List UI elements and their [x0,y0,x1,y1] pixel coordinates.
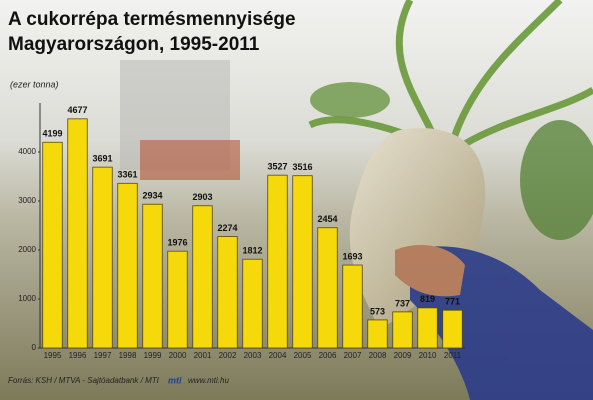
bar [92,166,113,349]
logo: mti [168,375,182,385]
bar [442,309,463,349]
y-tick-label: 4000 [18,147,36,156]
value-label: 737 [395,298,410,308]
bar [317,227,338,349]
x-tick-label: 2004 [269,351,287,360]
value-label: 2934 [142,191,162,201]
y-tick-label: 1000 [18,294,36,303]
bar [142,203,163,349]
bar [117,182,138,349]
source: Forrás: KSH / MTVA - Sajtóadatbank / MTI [8,376,160,385]
chart-title: A cukorrépa termésmennyisége [8,9,296,30]
website: www.mti.hu [188,376,229,385]
bar [242,258,263,349]
x-tick-label: 2000 [169,351,187,360]
photo [120,0,593,400]
bar [42,141,63,349]
x-tick-label: 2010 [419,351,437,360]
bar [67,118,88,349]
x-tick-label: 1998 [119,351,137,360]
value-label: 771 [445,297,460,307]
x-tick-label: 2003 [244,351,262,360]
bar [367,319,388,349]
x-tick-label: 2002 [219,351,237,360]
y-axis-label: (ezer tonna) [10,79,59,89]
value-label: 3691 [92,154,112,164]
value-label: 4677 [67,105,87,115]
y-tick-label: 0 [32,343,37,352]
x-tick-label: 2006 [319,351,337,360]
bar [342,264,363,349]
value-label: 3361 [117,170,137,180]
value-label: 3516 [292,162,312,172]
x-tick-label: 1997 [94,351,112,360]
value-label: 2274 [217,223,237,233]
value-label: 573 [370,306,385,316]
bar [292,175,313,349]
x-tick-label: 1996 [69,351,87,360]
value-label: 2454 [317,214,337,224]
bar [192,205,213,349]
x-tick-label: 2001 [194,351,212,360]
x-tick-label: 2007 [344,351,362,360]
x-tick-label: 2009 [394,351,412,360]
x-tick-label: 1995 [44,351,62,360]
value-label: 2903 [192,192,212,202]
x-tick-label: 2011 [444,351,462,360]
y-tick-label: 3000 [18,196,36,205]
y-tick-label: 2000 [18,245,36,254]
x-tick-label: 2008 [369,351,387,360]
bar [417,307,438,349]
value-label: 3527 [267,162,287,172]
value-label: 819 [420,294,435,304]
bar [217,236,238,349]
value-label: 4199 [42,129,62,139]
value-label: 1812 [242,246,262,256]
x-tick-label: 2005 [294,351,312,360]
bar [167,250,188,349]
x-tick-label: 1999 [144,351,162,360]
bar [392,311,413,349]
chart-subtitle: Magyarországon, 1995-2011 [8,34,260,55]
bar [267,174,288,349]
value-label: 1693 [342,251,362,261]
value-label: 1976 [167,238,187,248]
